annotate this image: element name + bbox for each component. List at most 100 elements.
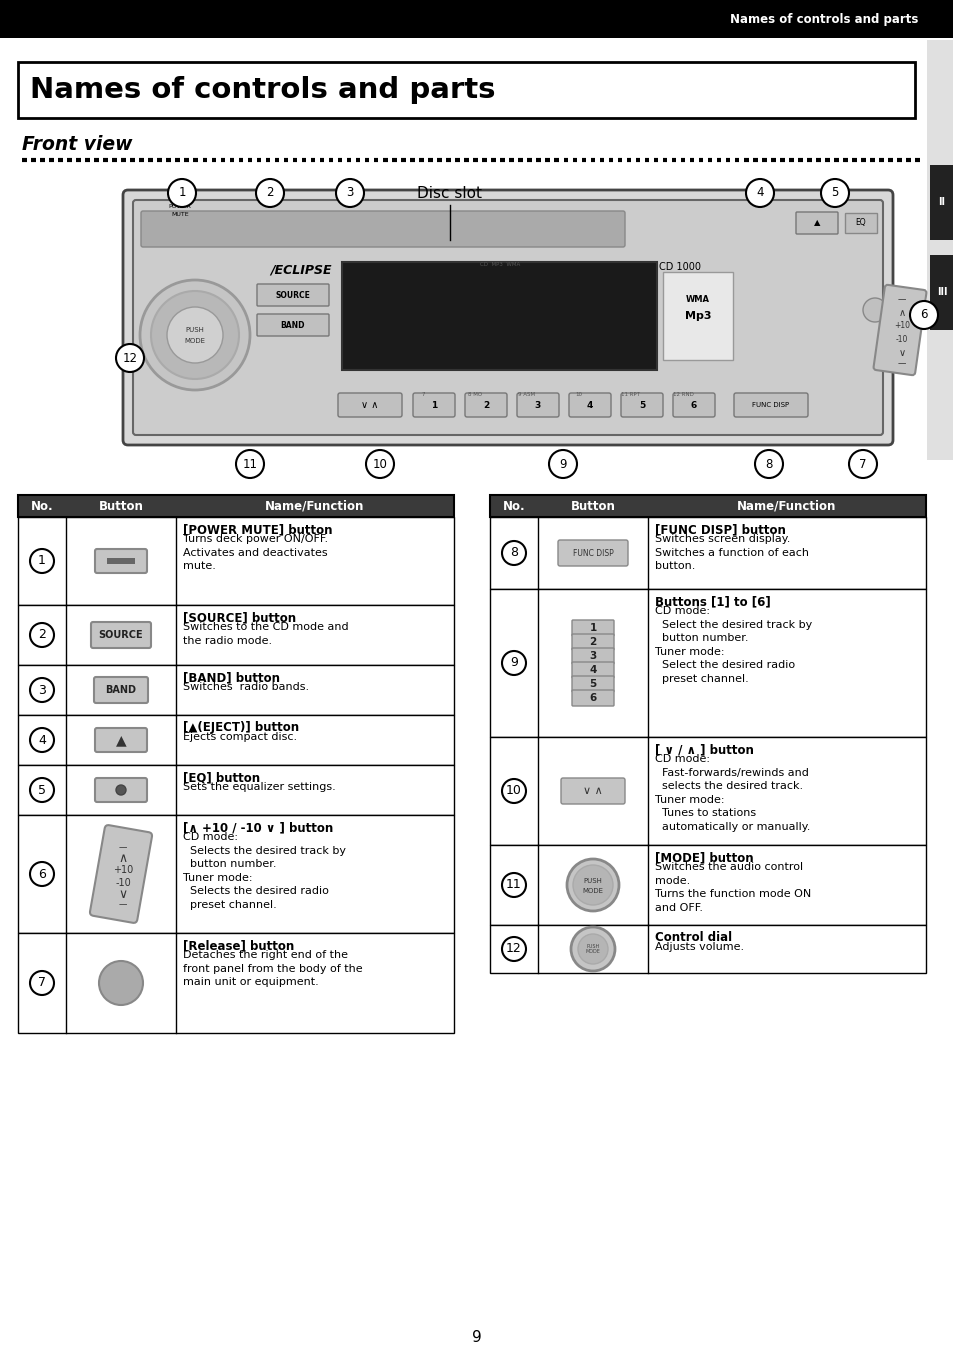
Text: Name/Function: Name/Function [737, 499, 836, 512]
Text: -10: -10 [115, 877, 131, 888]
Text: POWER: POWER [169, 204, 192, 210]
Text: Adjusts volume.: Adjusts volume. [655, 942, 743, 952]
Circle shape [578, 934, 607, 964]
Text: Button: Button [570, 499, 615, 512]
Text: Detaches the right end of the
front panel from the body of the
main unit or equi: Detaches the right end of the front pane… [183, 950, 362, 987]
Text: 12: 12 [506, 942, 521, 956]
Circle shape [255, 178, 284, 207]
Circle shape [909, 301, 937, 329]
Text: III: III [936, 287, 946, 297]
Bar [18, 604, 454, 665]
Text: 3: 3 [38, 684, 46, 696]
Text: CD  MP3  WMA: CD MP3 WMA [479, 262, 519, 268]
Text: 9: 9 [510, 657, 517, 669]
Bar [18, 715, 454, 765]
Text: —: — [897, 296, 905, 304]
Circle shape [754, 450, 782, 479]
Bar [18, 665, 454, 715]
FancyBboxPatch shape [123, 191, 892, 445]
Text: 1: 1 [38, 554, 46, 568]
Bar [18, 516, 454, 604]
Text: ▲: ▲ [813, 219, 820, 227]
FancyBboxPatch shape [572, 662, 614, 677]
Text: [EQ] button: [EQ] button [183, 771, 260, 784]
Text: Switches to the CD mode and
the radio mode.: Switches to the CD mode and the radio mo… [183, 622, 348, 646]
Text: 9: 9 [558, 457, 566, 470]
Text: ▲: ▲ [115, 733, 126, 748]
FancyBboxPatch shape [672, 393, 714, 416]
Text: SOURCE: SOURCE [275, 291, 310, 300]
Text: 7: 7 [421, 392, 424, 397]
FancyBboxPatch shape [560, 777, 624, 804]
Text: [POWER MUTE] button: [POWER MUTE] button [183, 523, 333, 535]
Circle shape [501, 873, 525, 896]
Circle shape [548, 450, 577, 479]
Text: 12 RND: 12 RND [672, 392, 693, 397]
Text: 4: 4 [38, 734, 46, 746]
Circle shape [571, 927, 615, 971]
Circle shape [116, 786, 126, 795]
Bar [662, 272, 732, 360]
Bar [18, 933, 454, 1033]
Bar [107, 558, 135, 564]
Bar [0, 0, 953, 38]
Text: MODE: MODE [582, 888, 603, 894]
Text: ∨: ∨ [118, 888, 128, 902]
Text: PUSH
MODE: PUSH MODE [585, 944, 599, 955]
Circle shape [501, 541, 525, 565]
Text: 1: 1 [178, 187, 186, 200]
Text: 6: 6 [920, 308, 926, 322]
Text: [FUNC DISP] button: [FUNC DISP] button [655, 523, 785, 535]
Text: +10: +10 [112, 865, 133, 875]
Text: Buttons [1] to [6]: Buttons [1] to [6] [655, 595, 770, 608]
Circle shape [862, 297, 886, 322]
Text: CD 1000: CD 1000 [659, 262, 700, 272]
Text: 5: 5 [639, 400, 644, 410]
Text: Control dial: Control dial [655, 932, 731, 944]
Text: ∧: ∧ [898, 308, 904, 318]
Text: No.: No. [502, 499, 525, 512]
Text: 5: 5 [589, 679, 596, 690]
Circle shape [30, 777, 54, 802]
Circle shape [501, 652, 525, 675]
Circle shape [366, 450, 394, 479]
FancyBboxPatch shape [337, 393, 401, 416]
Text: BAND: BAND [106, 685, 136, 695]
Circle shape [501, 779, 525, 803]
Text: [ ∨ / ∧ ] button: [ ∨ / ∧ ] button [655, 744, 753, 756]
Bar [929, 165, 953, 241]
Text: 2: 2 [38, 629, 46, 641]
Text: 10: 10 [575, 392, 582, 397]
Text: Names of controls and parts: Names of controls and parts [30, 76, 495, 104]
Bar [926, 41, 953, 460]
FancyBboxPatch shape [256, 314, 329, 337]
Bar [929, 256, 953, 330]
Text: /ECLIPSE: /ECLIPSE [270, 264, 331, 277]
Text: Sets the equalizer settings.: Sets the equalizer settings. [183, 781, 335, 792]
Text: Front view: Front view [22, 135, 132, 154]
Text: Turns deck power ON/OFF.
Activates and deactivates
mute.: Turns deck power ON/OFF. Activates and d… [183, 534, 328, 571]
Text: EQ: EQ [855, 219, 865, 227]
Text: 11: 11 [506, 879, 521, 891]
Text: 3: 3 [346, 187, 354, 200]
FancyBboxPatch shape [413, 393, 455, 416]
Text: [SOURCE] button: [SOURCE] button [183, 611, 295, 625]
Text: 4: 4 [589, 665, 596, 675]
Text: ∧: ∧ [118, 852, 128, 864]
Text: 8: 8 [510, 546, 517, 560]
Text: 9 ASM: 9 ASM [517, 392, 535, 397]
FancyBboxPatch shape [18, 62, 914, 118]
Circle shape [566, 859, 618, 911]
FancyBboxPatch shape [795, 212, 837, 234]
Text: BAND: BAND [280, 320, 305, 330]
FancyBboxPatch shape [90, 825, 152, 923]
Text: Names of controls and parts: Names of controls and parts [729, 12, 917, 26]
Text: [MODE] button: [MODE] button [655, 850, 753, 864]
Text: Name/Function: Name/Function [265, 499, 364, 512]
Circle shape [573, 865, 613, 904]
Circle shape [30, 623, 54, 648]
Circle shape [235, 450, 264, 479]
Text: 1: 1 [589, 623, 596, 633]
Text: —: — [897, 360, 905, 369]
Text: [▲(EJECT)] button: [▲(EJECT)] button [183, 721, 299, 734]
